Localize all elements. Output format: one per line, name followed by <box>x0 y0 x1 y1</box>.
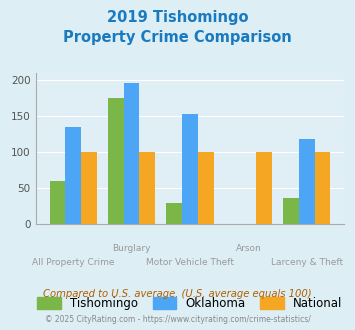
Bar <box>283 198 299 224</box>
Bar <box>256 152 272 224</box>
Bar <box>182 114 198 224</box>
Bar <box>198 152 214 224</box>
Bar <box>124 83 140 224</box>
Bar <box>140 152 155 224</box>
Text: Compared to U.S. average. (U.S. average equals 100): Compared to U.S. average. (U.S. average … <box>43 289 312 299</box>
Legend: Tishomingo, Oklahoma, National: Tishomingo, Oklahoma, National <box>37 297 343 310</box>
Text: 2019 Tishomingo
Property Crime Comparison: 2019 Tishomingo Property Crime Compariso… <box>63 10 292 45</box>
Bar <box>50 181 65 224</box>
Text: © 2025 CityRating.com - https://www.cityrating.com/crime-statistics/: © 2025 CityRating.com - https://www.city… <box>45 315 310 324</box>
Bar <box>166 203 182 224</box>
Bar <box>108 98 124 224</box>
Text: Burglary: Burglary <box>112 244 151 253</box>
Text: Larceny & Theft: Larceny & Theft <box>271 258 343 267</box>
Text: All Property Crime: All Property Crime <box>32 258 114 267</box>
Bar <box>81 152 97 224</box>
Bar <box>315 152 330 224</box>
Bar <box>299 139 315 224</box>
Text: Motor Vehicle Theft: Motor Vehicle Theft <box>146 258 234 267</box>
Bar <box>65 127 81 224</box>
Text: Arson: Arson <box>235 244 261 253</box>
